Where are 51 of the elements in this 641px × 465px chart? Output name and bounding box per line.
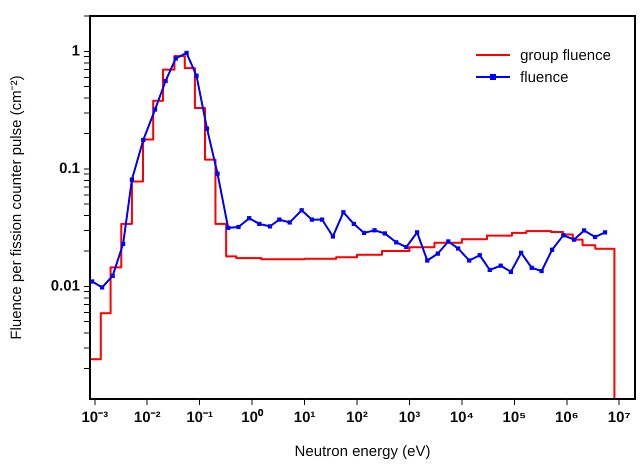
point: [194, 74, 199, 78]
y-axis-title: Fluence per fission counter pulse (cm⁻²): [8, 75, 26, 340]
point: [436, 251, 440, 256]
point: [277, 217, 282, 222]
point: [257, 222, 262, 226]
point: [174, 56, 178, 61]
point: [508, 270, 514, 274]
point: [288, 220, 292, 225]
point: [121, 242, 126, 246]
x-axis-title: Neutron energy (eV): [294, 443, 430, 460]
x-tick-label: 10³: [398, 409, 420, 426]
point: [204, 126, 210, 131]
point: [561, 233, 566, 238]
legend-label: fluence: [520, 68, 568, 86]
x-tick-label: 10¹: [294, 409, 316, 426]
x-tick-label: 10⁻²: [134, 409, 161, 426]
point: [456, 246, 460, 251]
x-tick-label: 10⁵: [502, 409, 526, 426]
point: [215, 172, 220, 176]
y-tick-label: 1: [72, 42, 80, 60]
point: [478, 253, 482, 258]
x-tick-label: 10⁰: [241, 408, 264, 426]
point: [372, 228, 377, 232]
point: [226, 226, 230, 230]
point: [530, 266, 534, 270]
y-tick-label: 0.1: [59, 160, 80, 178]
point: [247, 216, 252, 220]
point: [110, 274, 115, 278]
point: [446, 239, 450, 244]
point: [550, 248, 554, 252]
point: [498, 264, 503, 268]
point: [382, 231, 387, 236]
point: [100, 285, 104, 290]
point: [404, 244, 408, 250]
point: [141, 138, 146, 142]
x-tick-label: 10⁻¹: [186, 409, 214, 426]
point: [394, 240, 398, 244]
x-tick-label: 10⁻³: [81, 409, 108, 426]
point: [300, 208, 304, 212]
point: [519, 250, 524, 255]
x-tick-label: 10⁷: [608, 409, 631, 426]
legend-label: group fluence: [520, 46, 611, 64]
point: [352, 222, 356, 226]
x-tick-label: 10⁶: [554, 409, 579, 426]
point: [341, 210, 346, 214]
point: [425, 258, 430, 263]
x-tick-label: 10²: [346, 409, 368, 426]
y-tick-label: 0.01: [50, 278, 80, 295]
point: [467, 258, 472, 263]
x-tick-label: 10⁴: [450, 409, 474, 426]
point: [488, 268, 492, 272]
